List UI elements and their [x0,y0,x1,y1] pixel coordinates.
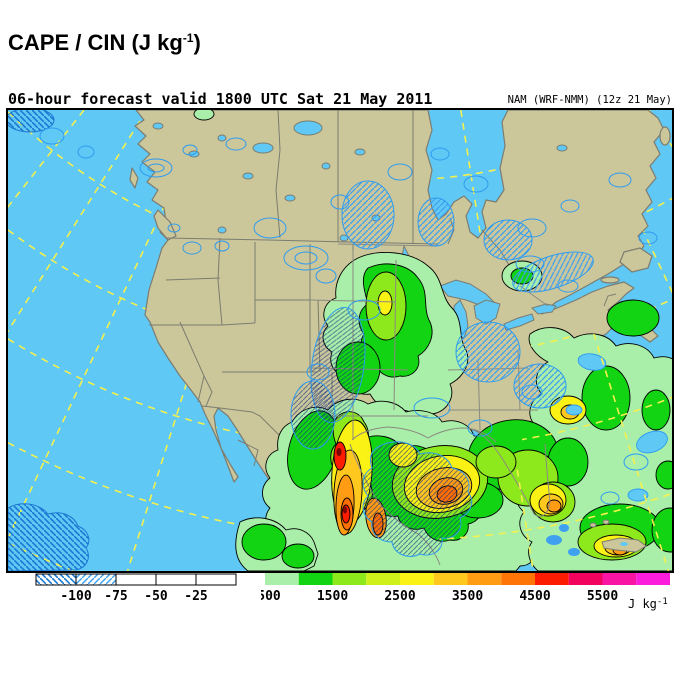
cape-swatch [467,573,502,585]
cape-tick: 3500 [452,589,483,604]
cin-legend-ticks: -100 -75 -50 -25 [60,589,207,604]
arctic-island [659,126,671,146]
cape-swatch [433,573,468,585]
cin-tick: -100 [60,589,91,604]
unit-text: J kg [628,597,657,611]
cape-legend: 500 1500 2500 3500 4500 5500 [261,573,670,604]
lakes-layer [152,120,568,339]
forecast-valid-subtitle: 06-hour forecast valid 1800 UTC Sat 21 M… [8,90,433,108]
forecast-map-svg [8,110,672,571]
cin-shaded-spots [546,524,580,556]
cin-tick: -25 [184,589,207,604]
cape-swatch [501,573,535,585]
title-text: CAPE / CIN (J kg [8,30,183,55]
unit-superscript: -1 [656,597,668,607]
cape-swatch [602,573,637,585]
cape-legend-swatches [265,573,670,585]
newfoundland-island [619,247,653,273]
lake-huron [473,299,501,325]
haida-gwaii-island [129,167,139,189]
cin-tick: -50 [144,589,168,604]
cape-swatch [298,573,333,585]
lake-ontario [531,303,557,315]
cape-swatch [400,573,434,585]
cape-swatch [332,573,367,585]
cin-legend-boxes [35,573,237,586]
cape-swatch [366,573,400,585]
cape-unit-label: J kg-1 [628,597,668,611]
cape-tick: 4500 [519,589,550,604]
cin-tick: -75 [104,589,127,604]
cuba-lagoon [620,542,628,546]
cape-swatch [535,573,569,585]
cape-tick: 2500 [384,589,415,604]
model-run-label: NAM (WRF-NMM) (12z 21 May) [507,94,672,106]
map-canvas [6,108,674,573]
cape-swatch [265,573,299,585]
cin-legend: -100 -75 -50 -25 [35,573,237,604]
cape-swatch [568,573,603,585]
vancouver-island [153,209,177,241]
cape-tick: 500 [261,589,281,604]
anticosti-island [600,276,620,284]
cape-legend-ticks: 500 1500 2500 3500 4500 5500 [261,589,618,604]
title-close: ) [193,30,201,55]
cape-tick: 5500 [587,589,618,604]
page-title: CAPE / CIN (J kg-1) [8,30,201,56]
cin-contour-layer [39,127,658,505]
title-superscript: -1 [182,31,194,45]
cape-swatch [636,573,670,585]
cape-tick: 1500 [317,589,348,604]
